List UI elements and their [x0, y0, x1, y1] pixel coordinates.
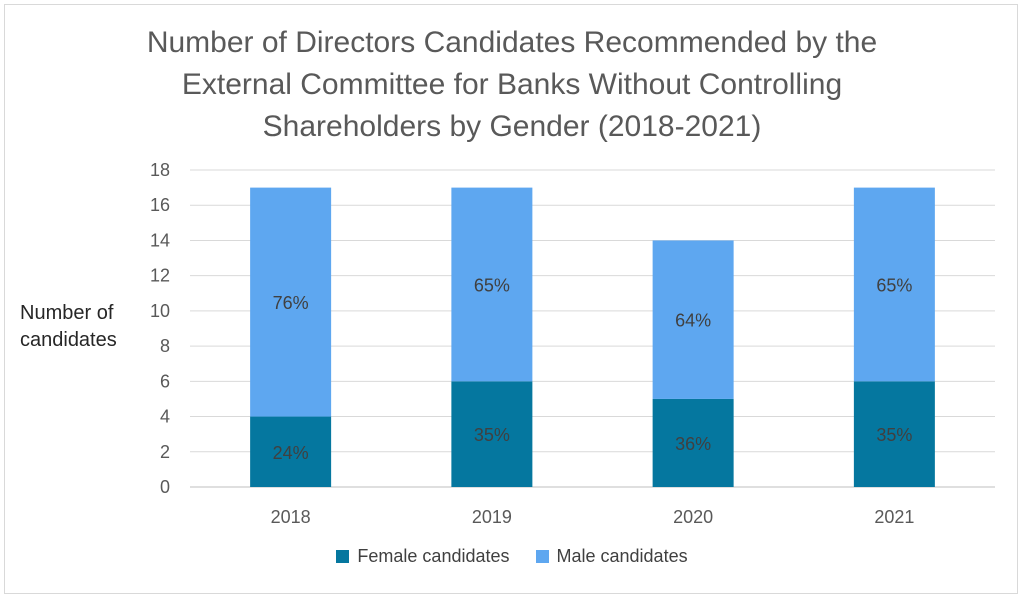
data-label: 24% [273, 443, 309, 463]
legend-item-male: Male candidates [535, 546, 688, 567]
data-label: 65% [876, 275, 912, 295]
legend-swatch-female [336, 550, 350, 563]
bar-male-2018 [250, 187, 332, 417]
x-tick-label: 2020 [673, 507, 713, 527]
y-axis-label-line-1: Number of [20, 302, 114, 324]
y-tick-label: 12 [150, 266, 170, 286]
chart-title-line-3: Shareholders by Gender (2018-2021) [262, 110, 762, 143]
data-label: 35% [876, 425, 912, 445]
bar-female-2019 [451, 381, 533, 487]
legend-label-male: Male candidates [556, 546, 688, 566]
data-label: 35% [474, 425, 510, 445]
y-tick-label: 0 [160, 477, 170, 497]
bar-male-2020 [652, 240, 734, 399]
chart-title-line-1: Number of Directors Candidates Recommend… [146, 26, 878, 59]
bar-male-2021 [853, 187, 935, 382]
y-tick-label: 2 [160, 442, 170, 462]
y-tick-label: 4 [160, 407, 170, 427]
y-tick-label: 18 [150, 160, 170, 180]
legend-item-female: Female candidates [336, 546, 510, 567]
data-label: 76% [273, 293, 309, 313]
bar-female-2020 [652, 398, 734, 487]
legend-swatch-male [535, 550, 549, 563]
legend: Female candidates Male candidates [0, 546, 1024, 567]
bar-male-2019 [451, 187, 533, 382]
x-tick-label: 2021 [874, 507, 914, 527]
bar-female-2021 [853, 381, 935, 487]
y-tick-label: 8 [160, 336, 170, 356]
y-axis-label: Number of candidates [20, 300, 150, 354]
y-axis-label-line-2: candidates [20, 329, 117, 351]
y-tick-label: 10 [150, 301, 170, 321]
data-label: 36% [675, 434, 711, 454]
data-label: 65% [474, 275, 510, 295]
data-label: 64% [675, 311, 711, 331]
y-tick-label: 14 [150, 230, 170, 250]
chart-title-line-2: External Committee for Banks Without Con… [181, 68, 843, 101]
x-tick-label: 2018 [271, 507, 311, 527]
y-tick-label: 16 [150, 195, 170, 215]
legend-label-female: Female candidates [357, 546, 510, 566]
y-tick-label: 6 [160, 371, 170, 391]
x-tick-label: 2019 [472, 507, 512, 527]
bar-female-2018 [250, 416, 332, 487]
chart-title: Number of Directors Candidates Recommend… [0, 22, 1024, 148]
